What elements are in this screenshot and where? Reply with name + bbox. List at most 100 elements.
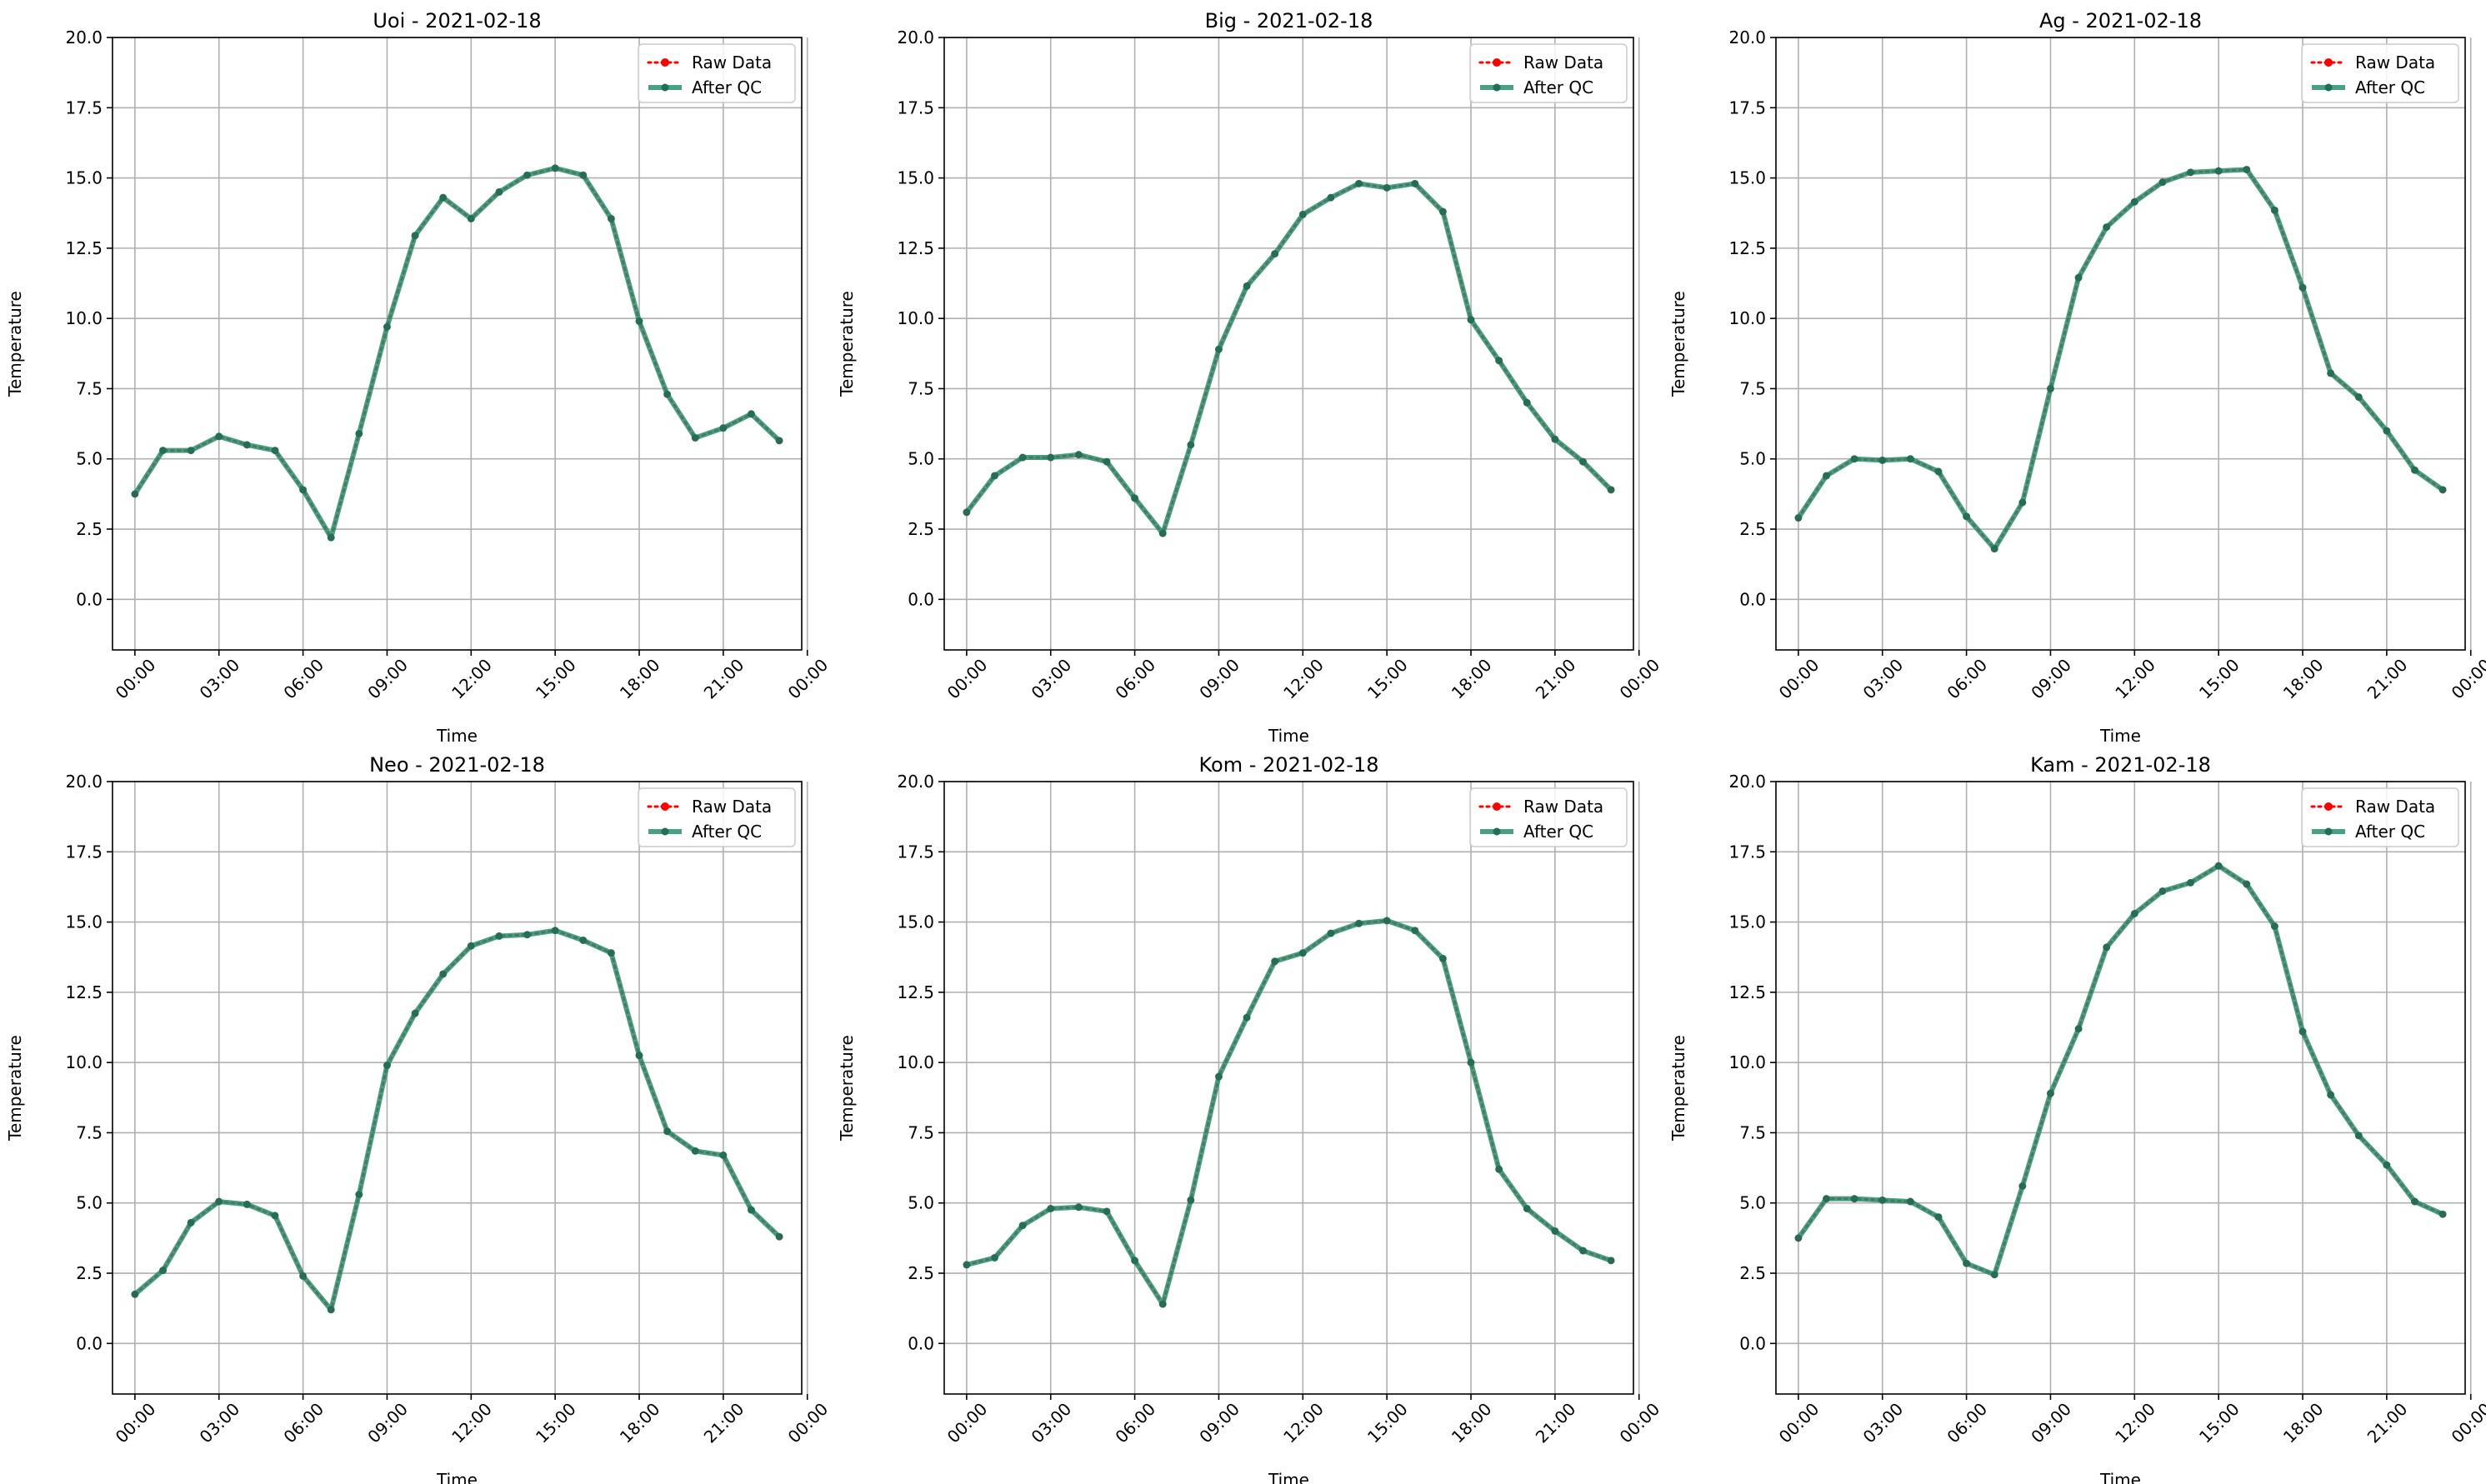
legend: Raw Data After QC [2301,43,2459,103]
data-point [243,441,251,449]
x-axis-label: Time [436,726,478,746]
data-point [1327,929,1335,937]
x-tick-label: 03:00 [196,1399,244,1447]
data-point [663,390,672,398]
x-tick-label: 12:00 [2111,1399,2159,1447]
legend-label-after-qc: After QC [2355,822,2425,842]
y-tick-label: 5.0 [76,1193,103,1213]
data-point [1298,949,1307,957]
y-tick-label: 10.0 [65,308,103,328]
x-tick-label: 21:00 [700,655,748,703]
x-tick-label: 00:00 [943,1399,992,1447]
y-tick-label: 0.0 [1739,589,1766,609]
y-tick-label: 5.0 [908,1193,934,1213]
chart-panel-2: 0.0 2.5 5.0 7.5 10.0 12.5 15.0 17.5 20.0 00:00 03:… [837,9,1663,746]
x-tick-label: 15:00 [2195,655,2243,703]
y-tick-label: 10.0 [897,308,934,328]
plot-area [944,782,1633,1394]
chart-panel-1: 0.0 2.5 5.0 7.5 10.0 12.5 15.0 17.5 20.0 00:00 03:… [5,9,832,746]
plot-frame [1775,37,2466,651]
y-tick-label: 5.0 [908,449,934,469]
x-tick-label: 15:00 [2195,1399,2243,1447]
legend-marker-after-qc [2324,83,2333,92]
data-point [1823,1195,1831,1203]
y-axis-label: Temperature [5,1035,25,1142]
x-tick-label: 15:00 [532,1399,580,1447]
plot-frame [112,37,803,651]
legend-marker-after-qc [1493,827,1501,836]
data-point [1963,1259,1971,1267]
data-point [187,447,195,455]
data-point [1383,183,1391,192]
y-tick-label: 12.5 [65,238,103,258]
x-tick-label: 15:00 [532,655,580,703]
y-tick-label: 2.5 [908,1263,934,1283]
x-tick-label: 15:00 [1363,1399,1412,1447]
y-tick-label: 17.5 [65,97,103,117]
y-tick-label: 0.0 [908,1333,934,1353]
data-point [551,927,559,935]
data-point [187,1218,195,1227]
data-point [1551,435,1559,443]
data-point [299,486,308,494]
y-tick-label: 15.0 [897,912,934,932]
y-tick-label: 20.0 [65,27,103,47]
data-point [1158,1300,1167,1308]
data-point [2383,1161,2391,1169]
data-point [1607,486,1615,494]
data-point [747,410,755,418]
y-tick-label: 20.0 [65,772,103,792]
x-tick-label: 00:00 [1616,655,1664,703]
x-tick-label: 00:00 [112,1399,160,1447]
data-point [1990,1271,1998,1279]
x-tick-label: 00:00 [112,655,160,703]
data-point [131,490,139,498]
data-point [1578,457,1587,466]
y-tick-label: 10.0 [1728,1052,1766,1072]
y-axis-label: Temperature [1668,1035,1688,1142]
data-point [2130,197,2138,206]
data-point [1214,345,1223,353]
x-tick-label: 06:00 [1111,1399,1159,1447]
chart-title: Kom - 2021-02-18 [1199,753,1379,777]
data-point [1298,210,1307,218]
data-point [1467,1058,1475,1067]
x-tick-label: 00:00 [1616,1399,1664,1447]
x-tick-label: 18:00 [616,655,664,703]
data-point [1074,451,1083,459]
plot-area [113,782,802,1394]
data-point [2018,498,2027,507]
data-point [523,931,532,939]
y-tick-label: 10.0 [65,1052,103,1072]
y-tick-label: 2.5 [908,519,934,539]
x-tick-label: 06:00 [279,1399,328,1447]
x-tick-label: 12:00 [1279,1399,1328,1447]
x-tick-label: 21:00 [1532,1399,1580,1447]
series-after-qc [1794,165,2447,553]
y-tick-label: 0.0 [1739,1333,1766,1353]
chart-title: Ag - 2021-02-18 [2039,9,2202,32]
x-tick-label: 00:00 [2448,1399,2486,1447]
data-point [495,187,503,196]
data-point [2354,393,2363,402]
x-tick-label: 21:00 [2363,1399,2412,1447]
data-point [1327,193,1335,202]
data-point [1467,316,1475,324]
legend-marker-raw-data [661,802,669,811]
chart-panel-3: 0.0 2.5 5.0 7.5 10.0 12.5 15.0 17.5 20.0 00:00 03:… [1668,9,2486,746]
chart-panel-4: 0.0 2.5 5.0 7.5 10.0 12.5 15.0 17.5 20.0 00:00 03:… [5,753,832,1484]
y-axis-label: Temperature [5,291,25,397]
series-line [966,917,1613,1307]
data-point [719,424,728,432]
x-tick-label: 03:00 [1028,655,1076,703]
series-line [1796,863,2444,1277]
data-point [1607,1257,1615,1265]
y-tick-label: 7.5 [908,1122,934,1142]
x-tick-label: 12:00 [1279,655,1328,703]
series-after-qc [131,927,783,1314]
legend-label-raw-data: Raw Data [692,52,772,72]
data-point [1495,357,1503,365]
data-point [215,1197,223,1206]
y-tick-label: 17.5 [1728,97,1766,117]
